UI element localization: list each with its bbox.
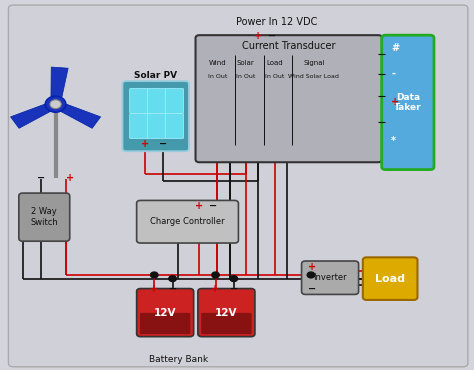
FancyBboxPatch shape [198,289,255,337]
Text: +: + [66,173,74,183]
Text: −: − [159,139,167,149]
Text: *: * [391,136,396,146]
Text: Power In 12 VDC: Power In 12 VDC [237,17,318,27]
Text: Current Transducer: Current Transducer [242,41,336,51]
FancyBboxPatch shape [137,201,238,243]
Text: −: − [308,283,316,293]
Text: In Out: In Out [265,74,284,79]
FancyBboxPatch shape [9,5,468,367]
Text: 12V: 12V [154,307,176,317]
Text: Wind Solar Load: Wind Solar Load [289,74,339,79]
Text: −: − [168,283,177,293]
Circle shape [212,272,219,278]
FancyBboxPatch shape [196,35,382,162]
Text: −: − [37,173,46,183]
FancyBboxPatch shape [165,88,183,114]
Circle shape [307,272,315,278]
Text: #: # [391,43,399,53]
Text: In Out: In Out [236,74,255,79]
Text: +: + [211,283,219,293]
FancyBboxPatch shape [301,261,358,295]
FancyBboxPatch shape [129,88,148,114]
FancyBboxPatch shape [19,193,70,241]
Text: −: − [209,201,217,211]
Text: Load: Load [375,274,405,284]
Text: +: + [254,31,262,41]
Text: 12V: 12V [215,307,237,317]
Text: +: + [391,97,399,107]
Text: In Out: In Out [208,74,227,79]
Text: Signal: Signal [303,60,325,66]
Text: +: + [195,201,203,211]
Polygon shape [10,101,58,128]
Text: -: - [391,69,395,79]
FancyBboxPatch shape [382,35,434,169]
Text: 2 Way
Switch: 2 Way Switch [30,208,58,227]
Circle shape [45,96,66,112]
Text: Wind: Wind [209,60,226,66]
FancyBboxPatch shape [140,313,191,334]
Text: Solar: Solar [237,60,255,66]
FancyBboxPatch shape [165,114,183,139]
FancyBboxPatch shape [201,313,252,334]
Circle shape [150,272,158,278]
FancyBboxPatch shape [363,258,418,300]
FancyBboxPatch shape [137,289,194,337]
FancyBboxPatch shape [147,114,166,139]
Text: −: − [268,31,276,41]
Text: −: − [230,283,238,293]
Text: Load: Load [266,60,283,66]
FancyBboxPatch shape [122,81,189,151]
Text: +: + [150,283,158,293]
Polygon shape [53,101,100,128]
Polygon shape [51,67,68,105]
Text: Solar PV: Solar PV [134,71,177,80]
FancyBboxPatch shape [147,88,166,114]
Text: +: + [141,139,149,149]
Circle shape [230,276,237,282]
Circle shape [169,276,176,282]
FancyBboxPatch shape [129,114,148,139]
Text: +: + [308,262,316,272]
Circle shape [50,100,61,109]
Text: Inverter: Inverter [313,273,347,282]
Text: Data
Taker: Data Taker [394,92,422,112]
Text: Battery Bank: Battery Bank [148,355,208,364]
Text: Charge Controller: Charge Controller [150,217,225,226]
